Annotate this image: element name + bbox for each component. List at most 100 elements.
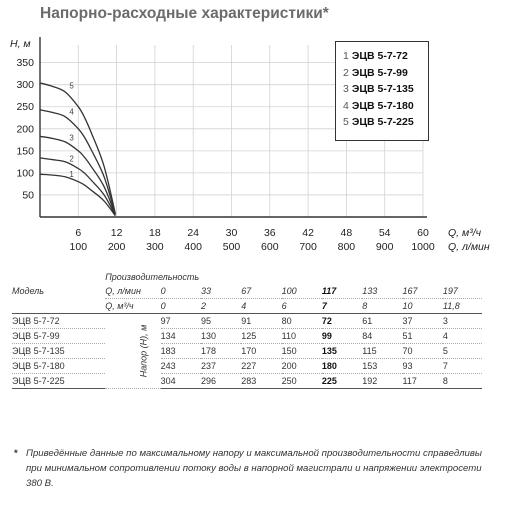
x-tick-label-m3h: 30 — [226, 227, 238, 239]
x-tick-label-lmin: 200 — [108, 241, 126, 253]
value-cell: 170 — [241, 343, 282, 359]
value-cell: 7 — [442, 358, 482, 374]
value-cell: 72 — [321, 313, 363, 329]
x-tick-label-m3h: 6 — [75, 227, 81, 239]
productivity-header: Производительность — [105, 272, 200, 282]
x-tick-label-m3h: 36 — [264, 227, 276, 239]
x-tick-label-lmin: 700 — [299, 241, 317, 253]
q-lmin-cell: 33 — [200, 284, 242, 299]
series-line-5 — [39, 82, 116, 214]
x-tick-label-lmin: 300 — [146, 241, 164, 253]
value-cell: 250 — [281, 373, 322, 389]
x-tick-label-m3h: 24 — [187, 227, 199, 239]
legend-item: 4 ЭЦВ 5-7-180 — [343, 99, 414, 112]
page-title: Напорно-расходные характеристики* — [40, 5, 329, 22]
value-cell: 95 — [200, 313, 242, 329]
series-line-3 — [39, 135, 116, 216]
x-tick-label-m3h: 60 — [417, 227, 429, 239]
value-cell: 130 — [200, 328, 242, 344]
value-cell: 183 — [160, 343, 201, 359]
footnote-star: * — [14, 448, 18, 459]
q-m3h-cell: 11,8 — [442, 298, 482, 314]
value-cell: 99 — [321, 328, 363, 344]
value-cell: 192 — [362, 373, 403, 389]
q-lmin-cell: 133 — [362, 284, 403, 299]
q-lmin-cell: 67 — [241, 284, 282, 299]
x-tick-label-lmin: 1000 — [411, 241, 435, 253]
footnote: * Приведённые данные по максимальному на… — [14, 446, 494, 491]
model-cell: ЭЦВ 5-7-225 — [12, 373, 106, 389]
q-m3h-cell: 6 — [281, 298, 322, 314]
y-axis-label: H, м — [10, 38, 31, 50]
series-label-2: 2 — [69, 155, 74, 164]
x-tick-label-m3h: 54 — [379, 227, 391, 239]
y-tick-label: 100 — [16, 167, 34, 179]
q-m3h-cell: 0 — [160, 298, 201, 314]
table-row: ЭЦВ 5-7-180 243 237 227 200 180 153 93 7 — [12, 358, 482, 374]
x-tick-label-lmin: 600 — [261, 241, 279, 253]
head-label: Напор (H), м — [138, 324, 149, 378]
legend-item: 3 ЭЦВ 5-7-135 — [343, 83, 414, 95]
unit-lmin-label: Q, л/мин — [105, 284, 161, 299]
q-lmin-cell: 117 — [321, 284, 363, 299]
table-row: ЭЦВ 5-7-72 Напор (H), м 97 95 91 80 72 6… — [12, 313, 482, 389]
value-cell: 296 — [200, 373, 242, 389]
value-cell: 200 — [281, 358, 322, 374]
x-tick-label-lmin: 900 — [376, 241, 394, 253]
unit-m3h-label: Q, м³/ч — [105, 298, 161, 314]
series-line-1 — [39, 173, 116, 217]
value-cell: 80 — [281, 313, 322, 329]
q-m3h-cell: 7 — [321, 298, 363, 314]
q-m3h-cell: 2 — [200, 298, 242, 314]
head-flow-chart: 5010015020025030035061001220018300244003… — [10, 37, 490, 253]
model-header: Модель — [12, 286, 44, 297]
x-tick-label-lmin: 400 — [184, 241, 202, 253]
value-cell: 4 — [442, 328, 482, 344]
value-cell: 134 — [160, 328, 201, 344]
series-label-5: 5 — [69, 81, 74, 90]
x-tick-label-m3h: 42 — [302, 227, 314, 239]
value-cell: 97 — [160, 313, 201, 329]
x-tick-label-lmin: 800 — [338, 241, 356, 253]
chart-axes — [39, 37, 427, 218]
q-m3h-cell: 8 — [362, 298, 403, 314]
q-m3h-cell: 10 — [402, 298, 443, 314]
table-header-row: Модель Q, л/мин 0 33 67 100 117 133 167 … — [12, 284, 482, 299]
x-axis-label-lmin: Q, л/мин — [448, 241, 490, 253]
value-cell: 3 — [442, 313, 482, 329]
y-tick-label: 300 — [16, 79, 34, 91]
value-cell: 61 — [362, 313, 403, 329]
value-cell: 93 — [402, 358, 443, 374]
value-cell: 237 — [200, 358, 242, 374]
value-cell: 125 — [241, 328, 282, 344]
footnote-text: Приведённые данные по максимальному напо… — [26, 448, 482, 489]
x-tick-label-m3h: 12 — [111, 227, 123, 239]
legend-item: 5 ЭЦВ 5-7-225 — [343, 116, 414, 128]
value-cell: 70 — [402, 343, 443, 359]
head-column: Напор (H), м — [105, 313, 161, 389]
table-row: ЭЦВ 5-7-135 183 178 170 150 135 115 70 5 — [12, 343, 482, 359]
value-cell: 283 — [241, 373, 282, 389]
value-cell: 117 — [402, 373, 443, 389]
model-cell: ЭЦВ 5-7-99 — [12, 328, 106, 344]
value-cell: 180 — [321, 358, 363, 374]
model-cell: ЭЦВ 5-7-180 — [12, 358, 106, 374]
value-cell: 5 — [442, 343, 482, 359]
model-cell: ЭЦВ 5-7-72 — [12, 313, 106, 329]
value-cell: 227 — [241, 358, 282, 374]
x-tick-label-lmin: 100 — [70, 241, 88, 253]
y-tick-label: 350 — [16, 57, 34, 69]
model-cell: ЭЦВ 5-7-135 — [12, 343, 106, 359]
value-cell: 225 — [321, 373, 363, 389]
q-lmin-cell: 167 — [402, 284, 443, 299]
y-tick-label: 50 — [22, 189, 34, 201]
q-lmin-cell: 100 — [281, 284, 322, 299]
series-label-3: 3 — [69, 133, 74, 142]
value-cell: 178 — [200, 343, 242, 359]
q-lmin-cell: 0 — [160, 284, 201, 299]
value-cell: 304 — [160, 373, 201, 389]
series-label-4: 4 — [69, 107, 74, 116]
legend-item: 2 ЭЦВ 5-7-99 — [343, 66, 408, 79]
y-tick-label: 200 — [16, 123, 34, 135]
series-label-1: 1 — [69, 170, 74, 179]
